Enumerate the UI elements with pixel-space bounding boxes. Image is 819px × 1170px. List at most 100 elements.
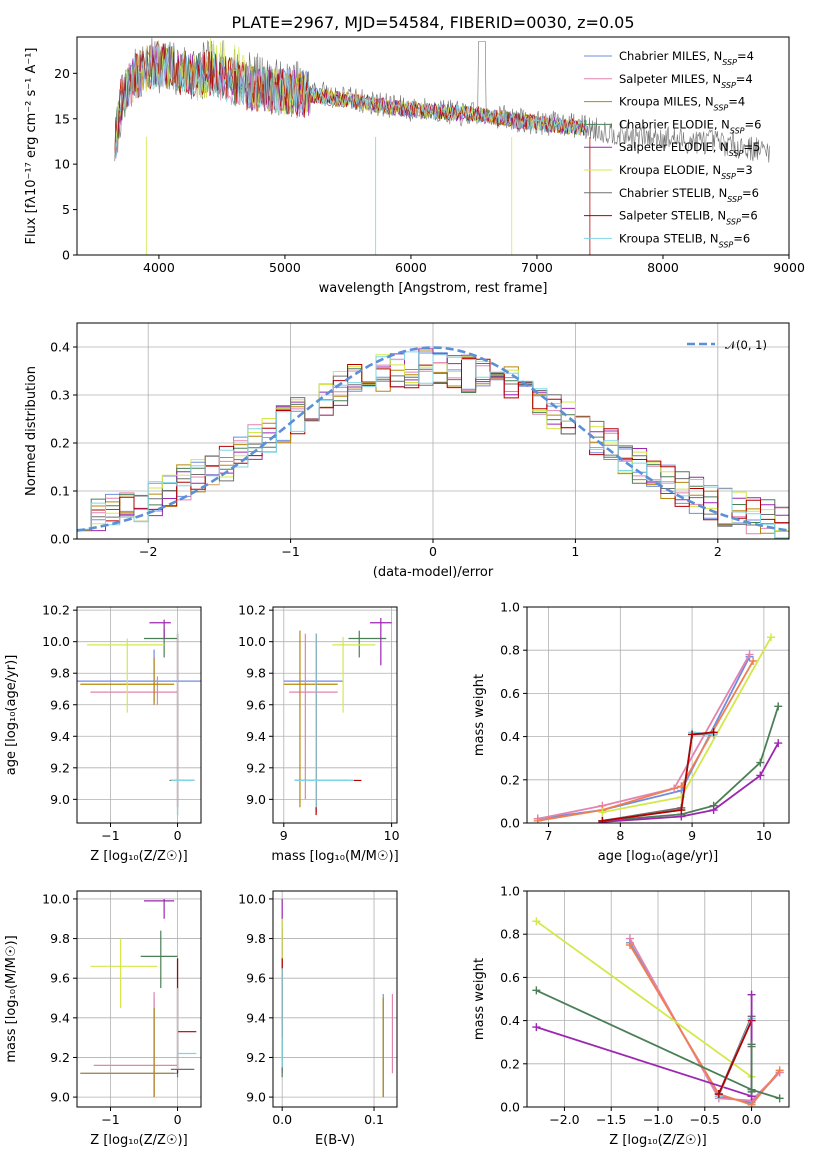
y-tick-label: 9.2 <box>246 1050 266 1065</box>
legend-label: Salpeter MILES, NSSP=4 <box>619 72 753 90</box>
legend-subscript: SSP <box>721 172 736 181</box>
mass-weight-line <box>629 944 781 1106</box>
mass-weight-marker <box>756 771 765 780</box>
x-axis-label: Z [log₁₀(Z/Z☉)] <box>90 1133 187 1148</box>
mass-weight-line <box>602 731 714 822</box>
y-tick-label: 0.2 <box>500 772 520 787</box>
y-tick-label: 0.6 <box>500 686 520 701</box>
y-axis-label: mass [log₁₀(M/M☉)] <box>4 935 19 1062</box>
legend-ssp-count: =5 <box>743 140 760 154</box>
y-axis-label: mass weight <box>472 674 487 756</box>
mass-weight-line <box>537 656 751 820</box>
x-tick-label: 9 <box>280 828 288 843</box>
y-tick-label: 9.4 <box>50 729 70 744</box>
y-tick-label: 10.0 <box>42 634 70 649</box>
axes-frame <box>76 890 202 1108</box>
mass-weight-line <box>536 1026 752 1098</box>
weight-line-group <box>532 917 784 1107</box>
model-spectrum-line <box>114 43 587 156</box>
x-tick-label: 0.0 <box>272 1112 292 1127</box>
legend-ssp-count: =4 <box>737 49 754 63</box>
y-tick-label: 9.4 <box>246 1010 266 1025</box>
y-tick-label: 0 <box>62 248 70 263</box>
y-tick-label: 9.0 <box>50 1090 70 1105</box>
y-tick-label: 9.8 <box>246 931 266 946</box>
legend-label: Kroupa STELIB, NSSP=6 <box>619 231 750 249</box>
legend-subscript: SSP <box>727 194 742 203</box>
weight-line-group <box>533 633 783 823</box>
age-vs-metallicity-panel: −1 0 9.0 9.2 9.4 9.6 9.8 10.0 10.2 Z [log₁₀(Z/Z☉)… <box>4 603 202 864</box>
y-tick-label: 10.2 <box>42 603 70 618</box>
mass-weight-marker <box>775 1094 784 1103</box>
legend-label: Salpeter STELIB, NSSP=6 <box>619 209 758 227</box>
x-tick-label: 0.1 <box>364 1112 384 1127</box>
y-tick-label: 0.4 <box>50 340 70 355</box>
residual-histogram-line <box>77 348 789 532</box>
mass-weight-marker <box>756 758 765 767</box>
legend-subscript: SSP <box>714 103 729 112</box>
y-tick-label: 10.0 <box>238 891 266 906</box>
x-axis-label: Z [log₁₀(Z/Z☉)] <box>609 1133 706 1148</box>
histogram-group <box>77 346 789 539</box>
y-tick-label: 0.1 <box>50 484 70 499</box>
legend-subscript: SSP <box>730 126 745 135</box>
y-tick-label: 5 <box>62 202 70 217</box>
axes-frame <box>272 606 398 824</box>
mass-weight-marker <box>775 1066 784 1075</box>
mass-weight-marker <box>714 1090 723 1099</box>
legend-label: Kroupa MILES, NSSP=4 <box>619 95 745 113</box>
y-tick-label: 20 <box>54 66 70 81</box>
y-tick-label: 0.0 <box>500 816 520 831</box>
spectrum-panel: 4000 5000 6000 7000 8000 9000 0 5 10 15 20 waveleng… <box>24 36 805 296</box>
error-bar-group <box>80 898 197 1098</box>
y-tick-label: 0.0 <box>50 532 70 547</box>
x-tick-label: 0 <box>429 544 437 559</box>
x-tick-label: 0 <box>174 828 182 843</box>
y-tick-label: 9.4 <box>246 729 266 744</box>
y-axis-label: Normed distribution <box>24 366 39 496</box>
mass-weight-marker <box>745 650 754 659</box>
mass-weight-marker <box>709 806 718 815</box>
x-tick-label: −1.5 <box>596 1112 626 1127</box>
y-tick-label: 15 <box>54 111 70 126</box>
mass-vs-metallicity-panel: −1 0 9.0 9.2 9.4 9.6 9.8 10.0 Z [log₁₀(Z/Z☉)] mas… <box>4 890 202 1148</box>
x-tick-label: 0 <box>174 1112 182 1127</box>
x-axis-label: Z [log₁₀(Z/Z☉)] <box>90 849 187 864</box>
y-tick-label: 0.8 <box>500 643 520 658</box>
x-tick-label: 0.0 <box>742 1112 762 1127</box>
y-tick-label: 9.6 <box>246 697 266 712</box>
legend-ssp-count: =6 <box>742 186 759 200</box>
y-tick-label: 10.0 <box>238 634 266 649</box>
mass-weight-line <box>602 731 714 822</box>
mass-weight-marker <box>598 816 607 823</box>
mass-weight-marker <box>532 917 541 926</box>
legend-ssp-count: =4 <box>736 72 753 86</box>
x-tick-label: 10 <box>384 828 400 843</box>
spectrum-lines <box>114 37 770 255</box>
legend-label: Kroupa ELODIE, NSSP=3 <box>619 163 753 181</box>
x-axis-label: mass [log₁₀(M/M☉)] <box>271 849 398 864</box>
legend-subscript: SSP <box>729 149 744 158</box>
mass-weight-marker <box>747 1040 756 1049</box>
mass-weight-marker <box>533 816 542 823</box>
y-tick-label: 9.4 <box>50 1010 70 1025</box>
y-tick-label: 0.2 <box>50 436 70 451</box>
x-tick-label: 9 <box>688 828 696 843</box>
mass-weight-marker <box>532 1023 541 1032</box>
error-bar-group <box>283 618 392 816</box>
y-tick-label: 9.8 <box>246 666 266 681</box>
y-tick-label: 9.6 <box>50 971 70 986</box>
y-tick-label: 0.8 <box>500 927 520 942</box>
y-tick-label: 9.0 <box>50 792 70 807</box>
axes-frame <box>76 36 790 256</box>
legend-subscript: SSP <box>719 240 734 249</box>
mass-weight-marker <box>532 986 541 995</box>
mass-weight-line <box>535 920 753 1078</box>
axes-frame <box>76 606 202 824</box>
mass-weight-line <box>717 1020 753 1095</box>
mass-weight-marker <box>749 657 758 665</box>
x-tick-label: −0.5 <box>690 1112 720 1127</box>
legend-label: 𝒩(0, 1) <box>725 338 767 352</box>
mass-weight-vs-metallicity-panel: −2.0 −1.5 −1.0 −0.5 0.0 0.0 0.2 0.4 0.6 0.8 1.0 Z [… <box>472 884 790 1148</box>
